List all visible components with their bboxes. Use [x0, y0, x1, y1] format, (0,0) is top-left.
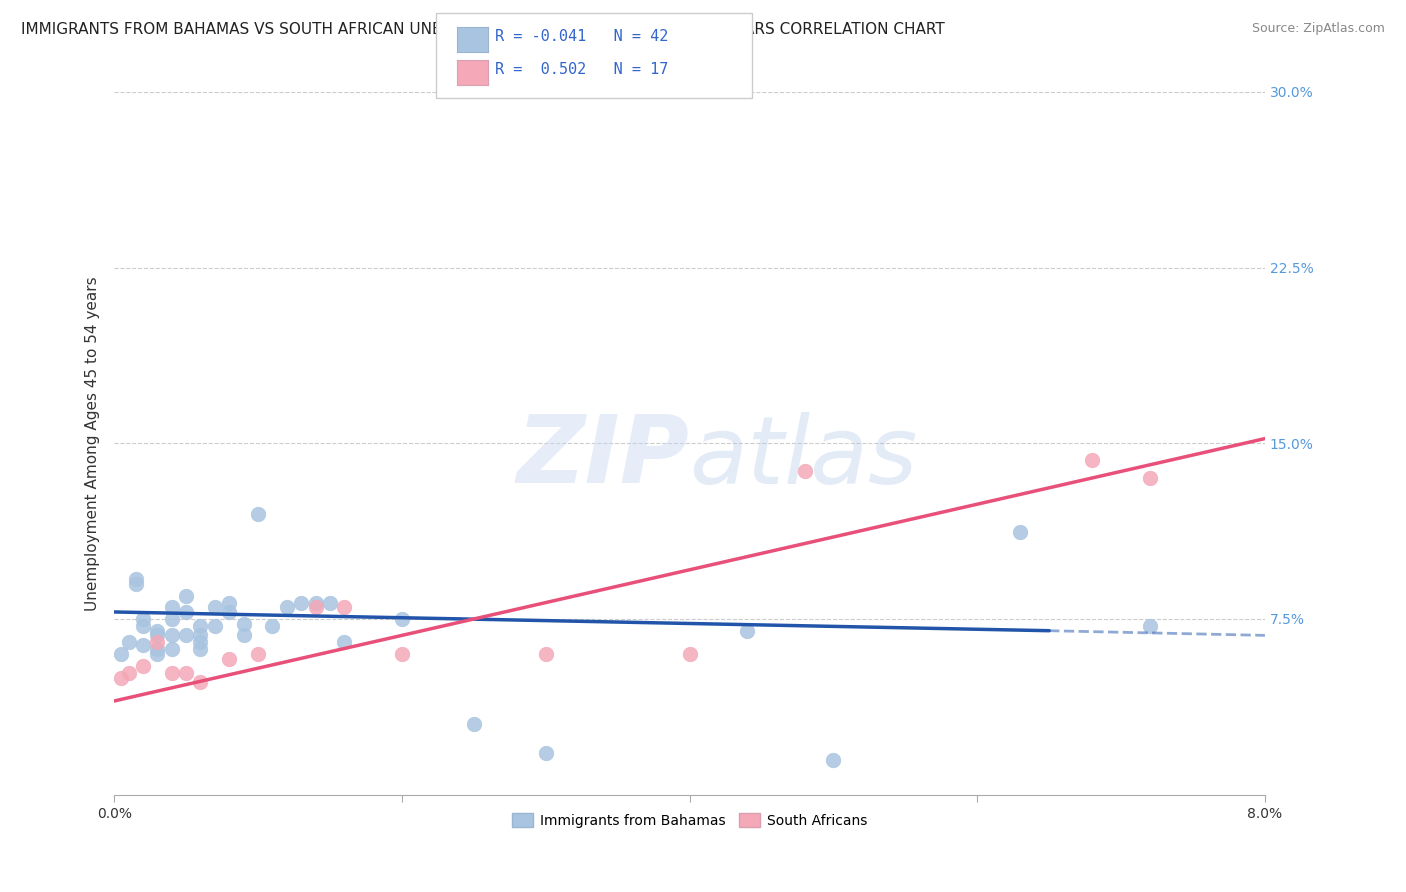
Point: [823, 753, 845, 767]
Point: [290, 596, 312, 610]
Point: [304, 596, 326, 610]
Point: [793, 464, 815, 478]
Point: [463, 717, 485, 731]
Point: [160, 612, 183, 626]
Point: [110, 671, 132, 685]
Point: [304, 600, 326, 615]
Point: [534, 746, 557, 760]
Point: [247, 647, 270, 661]
Point: [174, 589, 197, 603]
Point: [132, 658, 155, 673]
Point: [232, 628, 254, 642]
Point: [190, 619, 212, 633]
Point: [190, 675, 212, 690]
Point: [160, 665, 183, 680]
Point: [247, 507, 270, 521]
Y-axis label: Unemployment Among Ages 45 to 54 years: Unemployment Among Ages 45 to 54 years: [86, 276, 100, 611]
Point: [735, 624, 758, 638]
Point: [146, 647, 169, 661]
Point: [146, 624, 169, 638]
Text: R =  0.502   N = 17: R = 0.502 N = 17: [495, 62, 668, 78]
Text: atlas: atlas: [689, 412, 918, 503]
Legend: Immigrants from Bahamas, South Africans: Immigrants from Bahamas, South Africans: [506, 807, 873, 833]
Point: [391, 647, 413, 661]
Point: [1081, 452, 1104, 467]
Point: [132, 612, 155, 626]
Point: [333, 635, 356, 649]
Point: [333, 600, 356, 615]
Point: [174, 628, 197, 642]
Point: [190, 628, 212, 642]
Point: [160, 600, 183, 615]
Point: [146, 628, 169, 642]
Point: [276, 600, 298, 615]
Point: [174, 605, 197, 619]
Text: IMMIGRANTS FROM BAHAMAS VS SOUTH AFRICAN UNEMPLOYMENT AMONG AGES 45 TO 54 YEARS : IMMIGRANTS FROM BAHAMAS VS SOUTH AFRICAN…: [21, 22, 945, 37]
Point: [232, 616, 254, 631]
Point: [319, 596, 342, 610]
Point: [1010, 525, 1032, 540]
Point: [190, 635, 212, 649]
Point: [204, 600, 226, 615]
Point: [262, 619, 284, 633]
Text: R = -0.041   N = 42: R = -0.041 N = 42: [495, 29, 668, 45]
Point: [190, 642, 212, 657]
Text: Source: ZipAtlas.com: Source: ZipAtlas.com: [1251, 22, 1385, 36]
Point: [132, 638, 155, 652]
Point: [391, 612, 413, 626]
Point: [125, 577, 148, 591]
Point: [146, 635, 169, 649]
Point: [146, 642, 169, 657]
Point: [160, 628, 183, 642]
Point: [218, 652, 240, 666]
Point: [218, 605, 240, 619]
Point: [110, 647, 132, 661]
Text: ZIP: ZIP: [516, 411, 689, 503]
Point: [160, 642, 183, 657]
Point: [132, 619, 155, 633]
Point: [204, 619, 226, 633]
Point: [174, 665, 197, 680]
Point: [678, 647, 700, 661]
Point: [125, 572, 148, 586]
Point: [534, 647, 557, 661]
Point: [1139, 619, 1161, 633]
Point: [1139, 471, 1161, 485]
Point: [117, 635, 139, 649]
Point: [117, 665, 139, 680]
Point: [218, 596, 240, 610]
